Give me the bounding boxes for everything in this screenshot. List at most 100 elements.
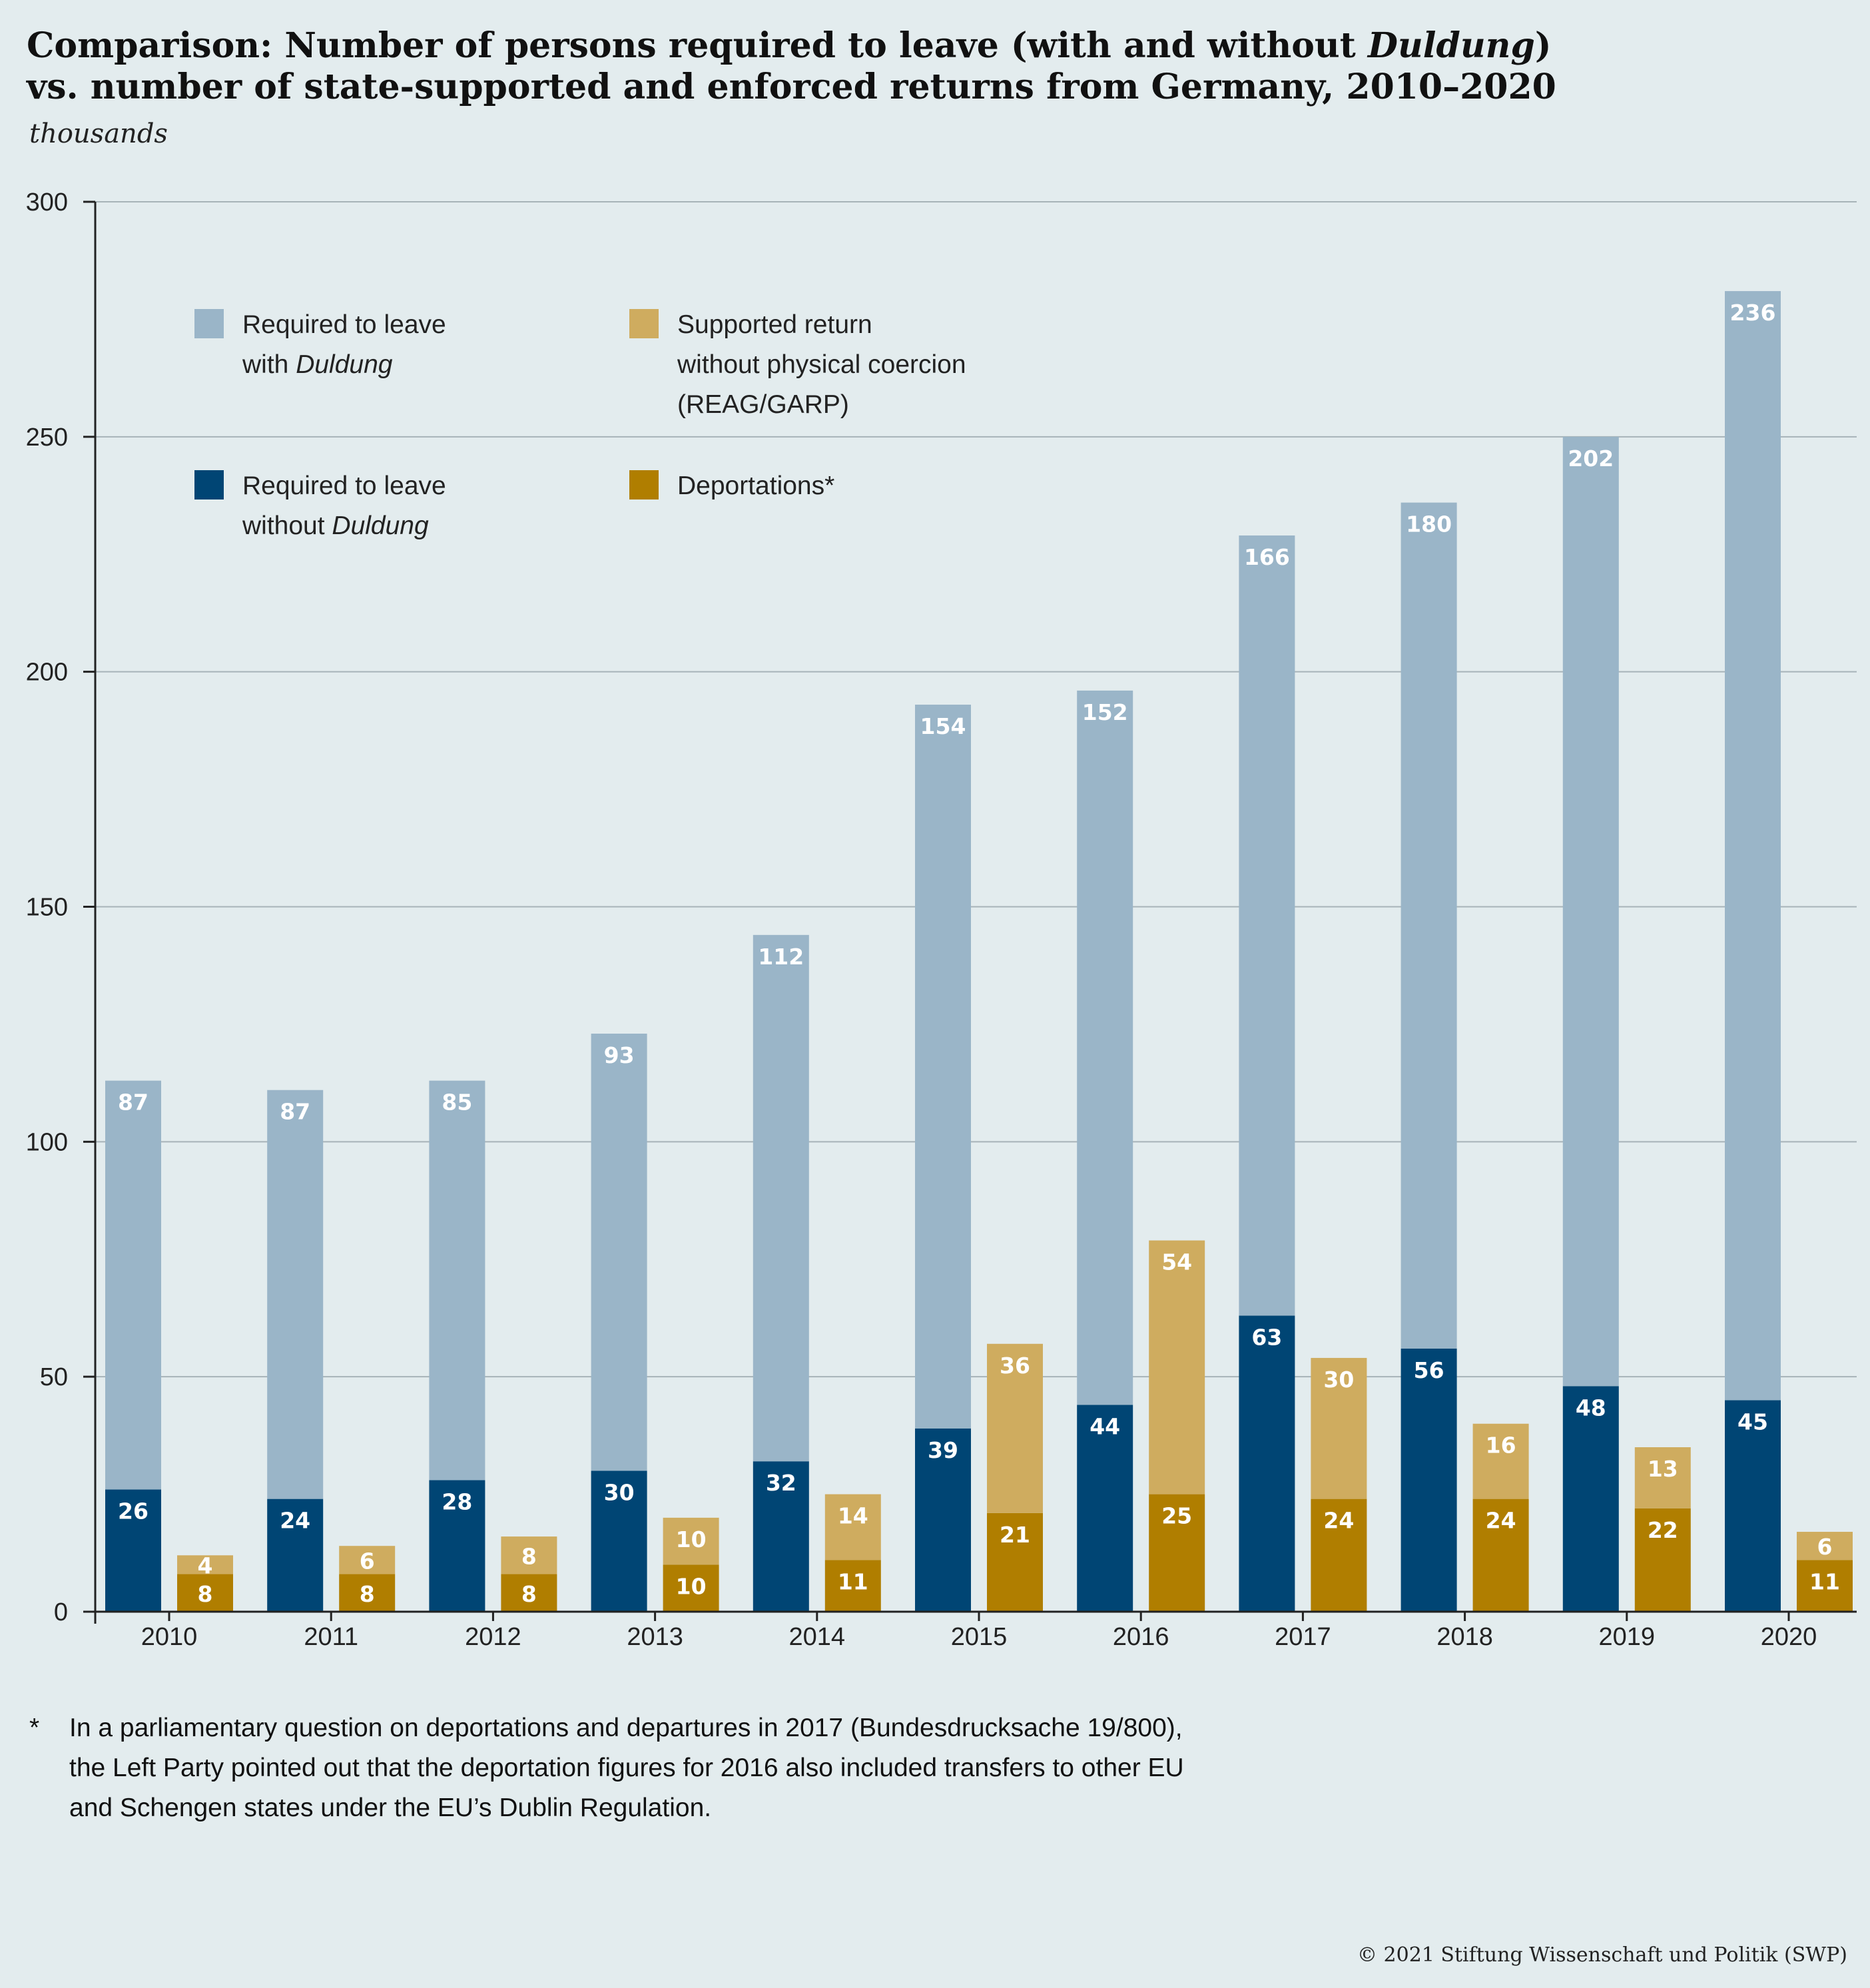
bar-deportations — [824, 1560, 881, 1612]
x-tick-label: 2010 — [141, 1623, 198, 1651]
bar-supported-return — [1311, 1357, 1367, 1499]
legend-swatch-without-duldung — [194, 470, 224, 499]
bar-with-duldung — [1562, 436, 1619, 1387]
bar-supported-return — [1797, 1532, 1853, 1560]
chart-title: Comparison: Number of persons required t… — [27, 25, 1825, 108]
bar-with-duldung — [1725, 291, 1781, 1401]
data-label: 166 — [1244, 544, 1290, 570]
bar-without-duldung — [915, 1428, 971, 1612]
bar-without-duldung — [1077, 1405, 1133, 1612]
bar-without-duldung — [1562, 1386, 1619, 1612]
y-tick-label: 300 — [26, 188, 68, 216]
bar-deportations — [177, 1574, 233, 1612]
x-tick-label: 2013 — [627, 1623, 683, 1651]
data-label: 56 — [1414, 1357, 1444, 1383]
data-label: 24 — [1486, 1508, 1516, 1534]
bar-with-duldung — [1077, 690, 1133, 1405]
bar-deportations — [663, 1564, 719, 1612]
data-label: 54 — [1161, 1249, 1192, 1275]
data-label: 32 — [766, 1470, 796, 1496]
y-tick-label: 0 — [54, 1598, 68, 1626]
bar-supported-return — [1149, 1240, 1205, 1494]
legend-swatch-deportations — [629, 470, 659, 499]
x-tick-label: 2015 — [951, 1623, 1008, 1651]
data-label: 152 — [1082, 699, 1128, 725]
bar-deportations — [1311, 1498, 1367, 1612]
legend-swatch-with-duldung — [194, 309, 224, 338]
data-label: 93 — [604, 1042, 635, 1068]
bar-supported-return — [824, 1494, 881, 1560]
data-label: 26 — [118, 1498, 149, 1524]
data-label: 8 — [198, 1581, 213, 1607]
data-label: 87 — [118, 1090, 149, 1116]
bar-chart: 0 50 100 150 200 250 300 26 87 8 4 2010 24 87 8 6 2011 28… — [26, 188, 1857, 1651]
data-label: 85 — [442, 1090, 472, 1116]
bar-without-duldung — [1725, 1400, 1781, 1612]
y-tick-label: 100 — [26, 1128, 68, 1156]
data-label: 30 — [1323, 1367, 1354, 1393]
chart-title-line2: vs. number of state-supported and enforc… — [27, 67, 1556, 107]
footnote-marker: * — [29, 1714, 40, 1742]
x-tick-label: 2014 — [789, 1623, 846, 1651]
x-tick-label: 2019 — [1599, 1623, 1656, 1651]
bar-deportations — [1634, 1508, 1691, 1612]
bar-deportations — [501, 1574, 557, 1612]
bar-supported-return — [501, 1536, 557, 1574]
legend-item-without-duldung: Required to leave without Duldung — [194, 466, 446, 546]
copyright-notice: © 2021 Stiftung Wissenschaft und Politik… — [1357, 1943, 1847, 1967]
data-label: 36 — [1000, 1353, 1030, 1379]
data-label: 39 — [928, 1437, 958, 1463]
bar-without-duldung — [429, 1480, 485, 1612]
bar-with-duldung — [1239, 535, 1295, 1316]
bar-supported-return — [987, 1343, 1043, 1513]
data-label: 236 — [1730, 300, 1776, 326]
bar-supported-return — [339, 1546, 396, 1574]
bar-deportations — [1472, 1498, 1529, 1612]
chart-title-line1: Comparison: Number of persons required t… — [27, 25, 1552, 66]
bar-supported-return — [1472, 1423, 1529, 1499]
bar-without-duldung — [105, 1489, 161, 1612]
y-tick-label: 150 — [26, 894, 68, 922]
footnote: * In a parliamentary question on deporta… — [29, 1708, 1328, 1828]
data-label: 8 — [521, 1543, 537, 1569]
data-label: 24 — [280, 1508, 310, 1534]
legend-item-with-duldung: Required to leave with Duldung — [194, 305, 446, 385]
data-label: 8 — [521, 1581, 537, 1607]
data-label: 154 — [920, 713, 966, 739]
y-tick-label: 250 — [26, 424, 68, 452]
x-tick-label: 2020 — [1761, 1623, 1817, 1651]
x-tick-label: 2017 — [1275, 1623, 1331, 1651]
legend-item-supported-return: Supported return without physical coerci… — [629, 305, 966, 425]
x-tick-label: 2016 — [1113, 1623, 1169, 1651]
bar-deportations — [1149, 1494, 1205, 1612]
data-label: 16 — [1486, 1433, 1516, 1459]
data-label: 14 — [838, 1503, 868, 1529]
data-label: 24 — [1323, 1508, 1354, 1534]
bar-without-duldung — [753, 1461, 809, 1612]
data-label: 11 — [838, 1568, 868, 1594]
data-label: 44 — [1090, 1414, 1120, 1440]
data-label: 87 — [280, 1099, 310, 1125]
data-label: 30 — [604, 1479, 635, 1505]
bar-without-duldung — [1239, 1315, 1295, 1612]
data-label: 48 — [1576, 1395, 1606, 1421]
unit-label: thousands — [29, 119, 168, 149]
data-label: 10 — [676, 1526, 707, 1552]
bar-deportations — [339, 1574, 396, 1612]
footnote-line2: the Left Party pointed out that the depo… — [69, 1754, 1184, 1782]
bar-deportations — [987, 1512, 1043, 1612]
data-label: 21 — [1000, 1522, 1030, 1548]
data-label: 25 — [1161, 1503, 1192, 1529]
bar-supported-return — [663, 1517, 719, 1565]
bar-with-duldung — [915, 705, 971, 1429]
footnote-line3: and Schengen states under the EU’s Dubli… — [69, 1794, 712, 1822]
x-tick-label: 2011 — [304, 1623, 358, 1651]
data-label: 63 — [1251, 1324, 1282, 1350]
x-tick-label: 2012 — [465, 1623, 521, 1651]
bar-without-duldung — [267, 1498, 324, 1612]
data-label: 180 — [1406, 511, 1452, 537]
legend-swatch-supported-return — [629, 309, 659, 338]
bar-without-duldung — [591, 1471, 647, 1612]
footnote-line1: In a parliamentary question on deportati… — [69, 1714, 1183, 1742]
bar-with-duldung — [753, 934, 809, 1462]
